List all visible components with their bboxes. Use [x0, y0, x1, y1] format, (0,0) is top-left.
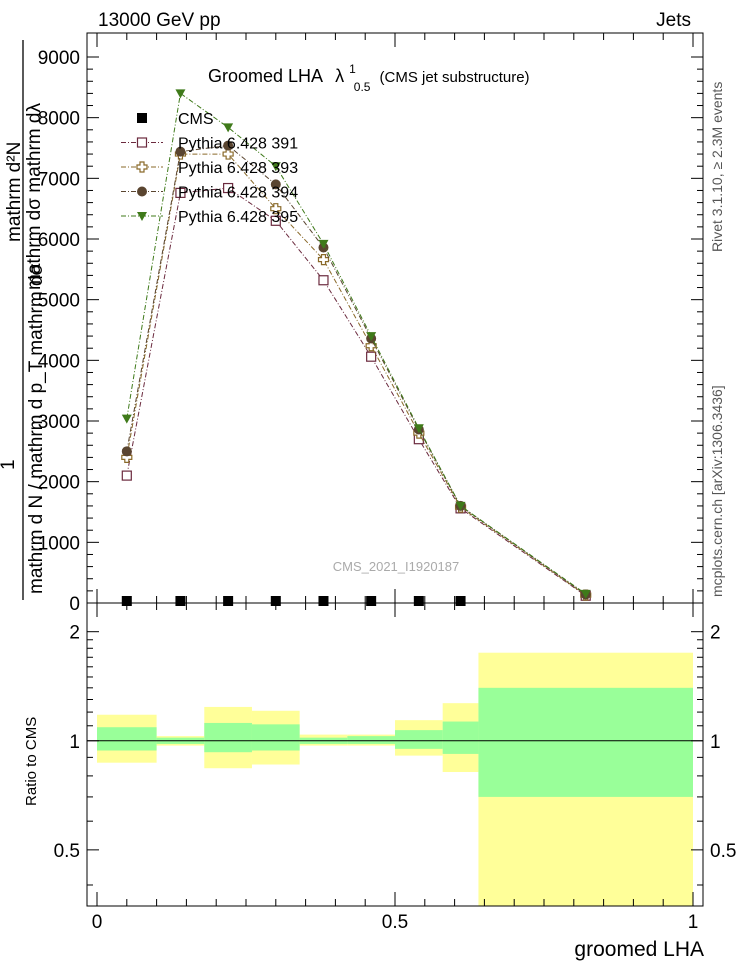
data-point [413, 596, 424, 606]
ratio-y-tick-label-right: 1 [710, 732, 721, 753]
main-y-tick-label: 2000 [38, 473, 80, 494]
legend-label: CMS [178, 111, 214, 128]
ratio-x-ticks: 0 0.5 1 [92, 603, 699, 933]
series-layer [121, 89, 592, 606]
data-point [270, 179, 281, 190]
ratio-x-tick-label: 0.5 [382, 912, 408, 933]
main-y-tick-label: 7000 [38, 169, 80, 190]
data-point [121, 414, 132, 424]
data-point [455, 596, 466, 606]
main-y-tick-label: 3000 [38, 412, 80, 433]
ratio-y-tick-label-right: 2 [710, 623, 721, 644]
ratio-bands [97, 652, 693, 906]
ratio-y-tick-label: 2 [69, 623, 80, 644]
main-title-lambda: λ [335, 66, 344, 86]
main-watermark: CMS_2021_I1920187 [333, 559, 460, 574]
ratio-x-tick-label: 0 [92, 912, 103, 933]
main-title-suffix: (CMS jet substructure) [380, 69, 530, 86]
ratio-xlabel: groomed LHA [574, 938, 704, 961]
ylabel-numerator: mathrm d²N [4, 142, 25, 242]
data-point [223, 182, 234, 194]
ratio-y-ticks: 0.5 0.5 1 1 2 2 [54, 623, 736, 886]
data-point [317, 254, 330, 266]
series-line [126, 187, 587, 597]
ratio-band-inner [442, 721, 479, 754]
legend-marker [136, 161, 148, 173]
ylabel-one: 1 [0, 459, 19, 470]
main-title-sup: 1 [349, 62, 356, 76]
data-point [270, 215, 281, 226]
data-point [318, 275, 329, 286]
ratio-band-inner [204, 722, 252, 753]
data-point [365, 340, 377, 352]
data-point [223, 123, 234, 133]
legend-label: Pythia 6.428 395 [178, 209, 298, 226]
ylabel-numerator-2: mathrm dσ mathrm dλ [24, 103, 45, 290]
data-point [223, 596, 234, 606]
header-left: 13000 GeV pp [98, 10, 221, 31]
rivet-label: Rivet 3.1.10, ≥ 2.3M events [709, 82, 725, 252]
data-point [366, 596, 377, 606]
ratio-y-tick-label: 1 [69, 732, 80, 753]
main-y-tick-label: 1000 [38, 533, 80, 554]
legend-marker [137, 113, 147, 123]
main-title-sub: 0.5 [354, 80, 371, 94]
ratio-band-inner [395, 730, 443, 749]
ratio-plot: 0.5 0.51 12 2 0 0.5 1 [54, 602, 736, 933]
ratio-y-tick-label-right: 0.5 [710, 841, 736, 862]
legend-label: Pythia 6.428 391 [178, 136, 298, 153]
data-point [222, 148, 234, 160]
data-point [121, 446, 132, 457]
data-point [318, 239, 329, 249]
data-point [366, 351, 377, 362]
data-point [270, 162, 281, 172]
legend-label: Pythia 6.428 394 [178, 185, 298, 202]
main-title: Groomed LHA λ 1 0.5 (CMS jet substructur… [208, 57, 530, 95]
mcplots-label: mcplots.cern.ch [arXiv:1306.3436] [709, 385, 725, 597]
main-y-tick-label: 6000 [38, 230, 80, 251]
header-right: Jets [656, 10, 691, 31]
data-point [121, 596, 132, 606]
ylabel-denominator: mathrm d N / mathrm d p_T mathrm dσ [26, 263, 47, 594]
main-y-tick-label: 0 [69, 594, 80, 615]
data-point [455, 501, 466, 511]
data-point [223, 140, 234, 151]
ratio-x-tick-label: 1 [688, 912, 699, 933]
main-y-tick-label: 9000 [38, 48, 80, 69]
legend-marker [137, 186, 147, 197]
data-point [270, 596, 281, 606]
data-point [366, 332, 377, 342]
data-point [121, 470, 132, 481]
data-point [413, 424, 424, 434]
ratio-band-inner [251, 724, 300, 751]
main-y-tick-label: 4000 [38, 351, 80, 372]
data-point [318, 596, 329, 606]
ratio-band-inner [478, 687, 693, 797]
legend-label: Pythia 6.428 393 [178, 160, 298, 177]
ratio-y-tick-label: 0.5 [54, 841, 80, 862]
data-point [175, 596, 186, 606]
legend-marker [136, 137, 148, 148]
ratio-ylabel: Ratio to CMS [23, 717, 40, 806]
data-point [175, 187, 186, 198]
ratio-band-inner [97, 727, 157, 751]
main-y-tick-label: 8000 [38, 109, 80, 130]
legend: CMS Pythia 6.428 391 Pythia 6.428 393 Pythi… [121, 111, 298, 226]
data-point [175, 89, 186, 99]
main-plot: 0 1000 2000 3000 4000 5000 6000 7000 8000 9000 CM… [38, 32, 704, 615]
data-point [270, 203, 282, 215]
main-y-ticks: 0 1000 2000 3000 4000 5000 6000 7000 8000 9000 [38, 48, 703, 615]
legend-marker [137, 212, 147, 221]
data-point [580, 589, 591, 599]
main-title-prefix: Groomed LHA [208, 66, 323, 86]
data-point [175, 146, 186, 157]
main-y-tick-label: 5000 [38, 291, 80, 312]
ratio-band-inner [347, 736, 395, 744]
